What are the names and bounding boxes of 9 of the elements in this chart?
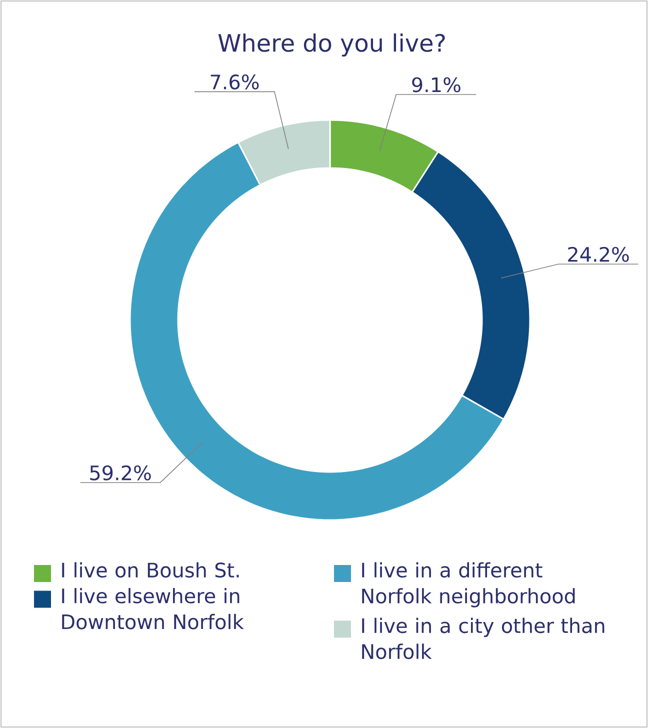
legend-label: I live in a different Norfolk neighborhood [362,562,575,608]
data-label: 59.2% [90,465,151,480]
data-label: 9.1% [412,77,460,92]
legend-label: I live in a city other than Norfolk [362,618,604,660]
legend-label: I live elsewhere in Downtown Norfolk [62,588,244,630]
legend-label: I live on Boush St. [62,562,239,578]
data-label: 7.6% [210,74,259,90]
chart-title: Where do you live? [218,33,445,57]
data-label: 24.2% [568,246,629,262]
